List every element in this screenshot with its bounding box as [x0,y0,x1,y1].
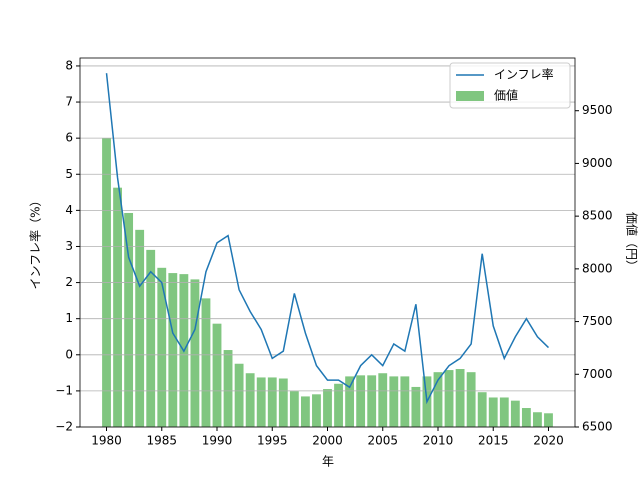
bar [267,377,277,427]
y-tick-label: −2 [55,420,73,434]
bar [135,229,145,427]
y2-tick-label: 7000 [582,367,613,381]
y-tick-label: −1 [55,383,73,397]
bar [389,376,399,427]
bar [245,373,255,427]
y-tick-label: 8 [65,58,73,72]
x-tick-label: 1990 [202,434,233,448]
legend-label: 価値 [494,88,518,103]
y-tick-label: 7 [65,95,73,109]
bar [367,375,377,427]
y-tick-label: 3 [65,239,73,253]
bar [444,370,454,427]
bar [433,372,443,427]
x-tick-label: 2020 [533,434,564,448]
bar [510,400,520,427]
bar [168,273,178,427]
bar [488,397,498,427]
x-tick-label: 1980 [91,434,122,448]
x-tick-label: 2000 [312,434,343,448]
bar [400,376,410,427]
y2-tick-label: 8000 [582,261,613,275]
x-tick-label: 1985 [146,434,177,448]
bar [477,392,487,427]
bar [378,373,388,427]
bar [212,323,222,427]
bar [466,372,476,427]
y-tick-label: 4 [65,203,73,217]
y2-tick-label: 9500 [582,103,613,117]
bar [289,391,299,427]
bar [521,408,531,427]
bar [544,413,553,427]
y2-tick-label: 9000 [582,156,613,170]
y2-tick-label: 7500 [582,314,613,328]
bar [411,386,421,427]
x-tick-label: 1995 [257,434,288,448]
x-tick-label: 2005 [367,434,398,448]
bar [256,377,266,427]
bar [356,375,366,427]
bar [334,383,343,427]
y-tick-label: 0 [65,347,73,361]
y-axis-label: インフレ率（%） [28,194,43,289]
bar [278,378,288,427]
bar [190,279,200,427]
bar [499,397,509,427]
y-tick-label: 1 [65,311,73,325]
y-tick-label: 5 [65,167,73,181]
bar [146,249,156,427]
y2-axis-label: 価値（円） [625,212,640,272]
line [105,73,550,405]
y-tick-label: 6 [65,131,73,145]
bar [234,363,244,427]
bar [323,389,332,427]
x-axis-label: 年 [322,455,334,469]
y-tick-label: 2 [65,275,73,289]
bar [201,298,211,427]
bar [157,267,167,427]
bar [300,396,310,427]
bar [223,350,233,427]
y2-tick-label: 8500 [582,209,613,223]
x-tick-label: 2015 [478,434,509,448]
legend-swatch [456,91,484,101]
bar [533,412,542,427]
bar [312,394,321,427]
legend-label: インフレ率 [494,67,554,82]
bar [124,212,134,427]
y2-tick-label: 6500 [582,420,613,434]
bar [455,369,465,427]
bar [113,187,122,427]
bar [345,376,355,427]
x-tick-label: 2010 [423,434,454,448]
